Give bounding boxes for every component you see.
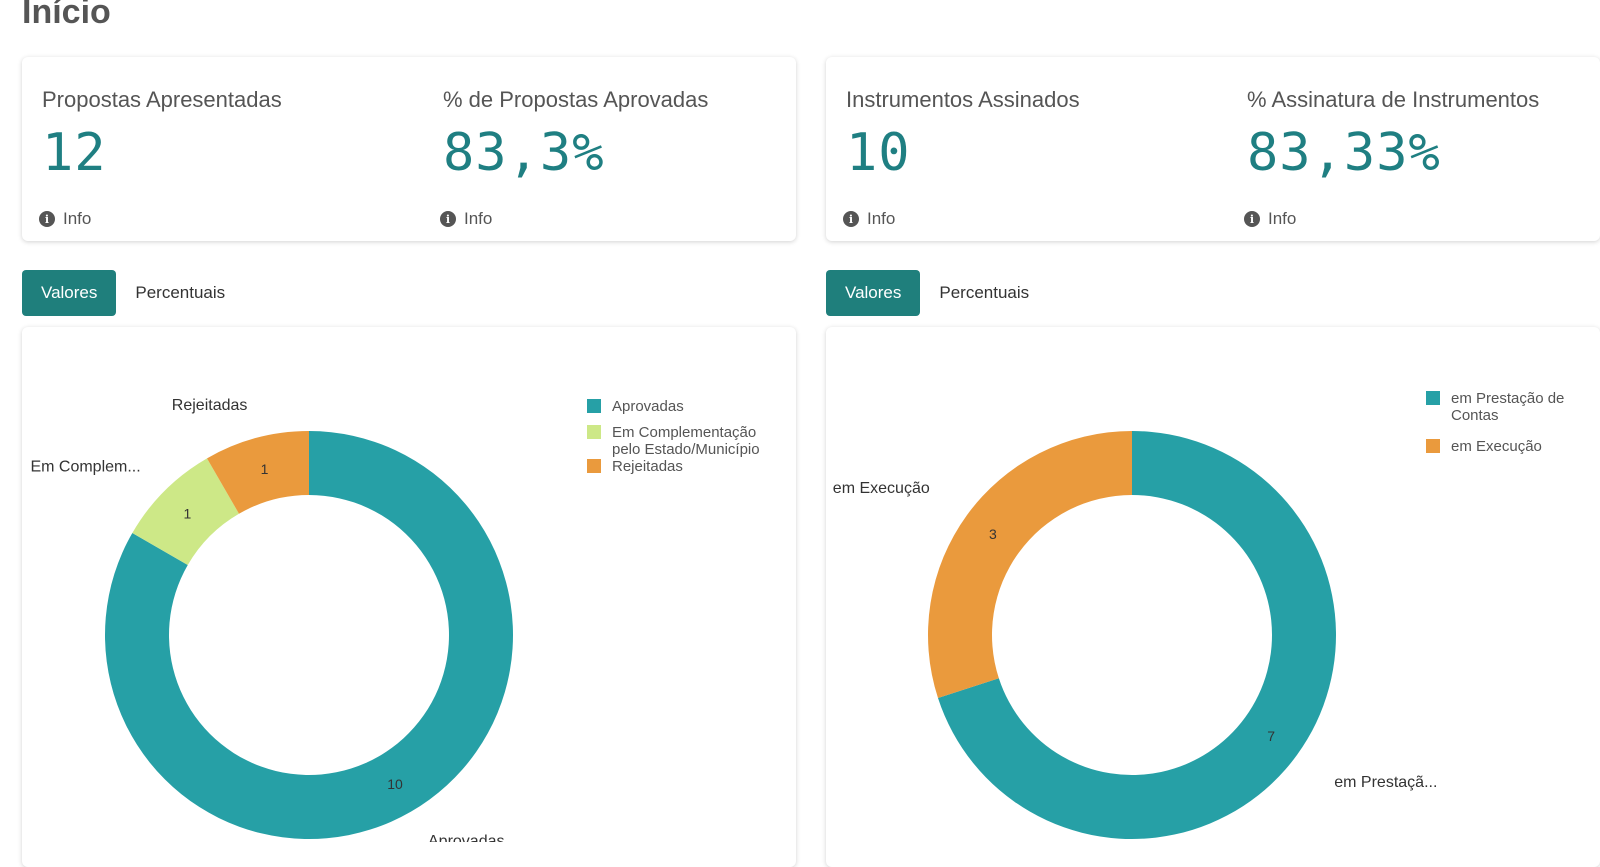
legend-label: Rejeitadas [612, 458, 683, 475]
legend-label: pelo Estado/Município [612, 441, 760, 458]
donut-slice[interactable] [937, 431, 1336, 839]
kpi-label: Instrumentos Assinados [846, 87, 1080, 112]
info-label: Info [464, 209, 493, 228]
kpi-propostas-apresentadas: Propostas Apresentadas 12 [42, 87, 282, 183]
slice-value-label: 7 [1267, 728, 1275, 744]
legend-swatch [1426, 439, 1440, 453]
donut-chart-propostas: 10 Aprovadas 1 Em Complem... 1 Rejeitadas Apro… [30, 397, 760, 842]
info-icon: i [843, 211, 859, 227]
legend-label: Aprovadas [612, 398, 684, 415]
info-label: Info [1268, 209, 1297, 228]
kpi-label: Propostas Apresentadas [42, 87, 282, 112]
info-link[interactable]: i Info [843, 209, 895, 229]
kpi-card-instrumentos: Instrumentos Assinados 10 i Info % Assin… [826, 57, 1600, 241]
tabs-right: Valores Percentuais [826, 270, 1048, 316]
chart-card-instrumentos: 7 em Prestaçã... 3 em Execução em Prestação … [826, 327, 1600, 867]
info-label: Info [63, 209, 92, 228]
kpi-value: 10 [846, 123, 911, 183]
slice-outer-label: em Execução [833, 480, 930, 497]
info-icon: i [39, 211, 55, 227]
tab-percentuais[interactable]: Percentuais [939, 283, 1030, 302]
legend-item[interactable]: Rejeitadas [587, 458, 683, 475]
page-title: Início [22, 0, 111, 31]
kpi-card-propostas: Propostas Apresentadas 12 i Info % de Pr… [22, 57, 796, 241]
slice-value-label: 10 [387, 776, 403, 792]
info-icon: i [440, 211, 456, 227]
tabs-left: Valores Percentuais [22, 270, 244, 316]
slice-value-label: 3 [989, 526, 997, 542]
kpi-instrumentos-assinados: Instrumentos Assinados 10 [846, 87, 1080, 183]
legend-swatch [1426, 391, 1440, 405]
kpi-value: 12 [42, 123, 107, 183]
slice-value-label: 1 [183, 505, 191, 521]
kpi-value: 83,3% [443, 123, 605, 183]
legend-label: Em Complementação [612, 424, 756, 441]
kpi-assinatura-instrumentos: % Assinatura de Instrumentos 83,33% [1247, 87, 1539, 183]
tab-valores[interactable]: Valores [22, 270, 117, 316]
info-link[interactable]: i Info [1244, 209, 1296, 229]
kpi-propostas-aprovadas: % de Propostas Aprovadas 83,3% [443, 87, 708, 183]
legend-label: em Execução [1451, 438, 1542, 455]
kpi-value: 83,33% [1247, 123, 1441, 183]
donut-slice[interactable] [207, 431, 309, 514]
kpi-label: % de Propostas Aprovadas [443, 87, 709, 112]
slice-outer-label: Aprovadas [428, 833, 505, 842]
slice-outer-label: Rejeitadas [172, 397, 248, 414]
chart-card-propostas: 10 Aprovadas 1 Em Complem... 1 Rejeitadas Apro… [22, 327, 796, 867]
info-link[interactable]: i Info [39, 209, 91, 229]
tab-percentuais[interactable]: Percentuais [135, 283, 226, 302]
legend-swatch [587, 399, 601, 413]
info-label: Info [867, 209, 896, 228]
legend-swatch [587, 459, 601, 473]
info-icon: i [1244, 211, 1260, 227]
donut-slice[interactable] [132, 458, 239, 565]
legend-item[interactable]: em Execução [1426, 438, 1542, 455]
info-link[interactable]: i Info [440, 209, 492, 229]
tab-valores[interactable]: Valores [826, 270, 921, 316]
slice-value-label: 1 [261, 461, 269, 477]
kpi-label: % Assinatura de Instrumentos [1247, 87, 1540, 112]
donut-chart-instrumentos: 7 em Prestaçã... 3 em Execução em Prestação … [833, 390, 1564, 839]
slice-outer-label: em Prestaçã... [1334, 774, 1437, 791]
legend-item[interactable]: Aprovadas [587, 398, 684, 415]
donut-slice[interactable] [105, 431, 514, 839]
legend-label: Contas [1451, 407, 1499, 424]
slice-outer-label: Em Complem... [30, 459, 140, 476]
donut-slice[interactable] [928, 431, 1132, 699]
legend-swatch [587, 425, 601, 439]
legend-label: em Prestação de [1451, 390, 1564, 407]
